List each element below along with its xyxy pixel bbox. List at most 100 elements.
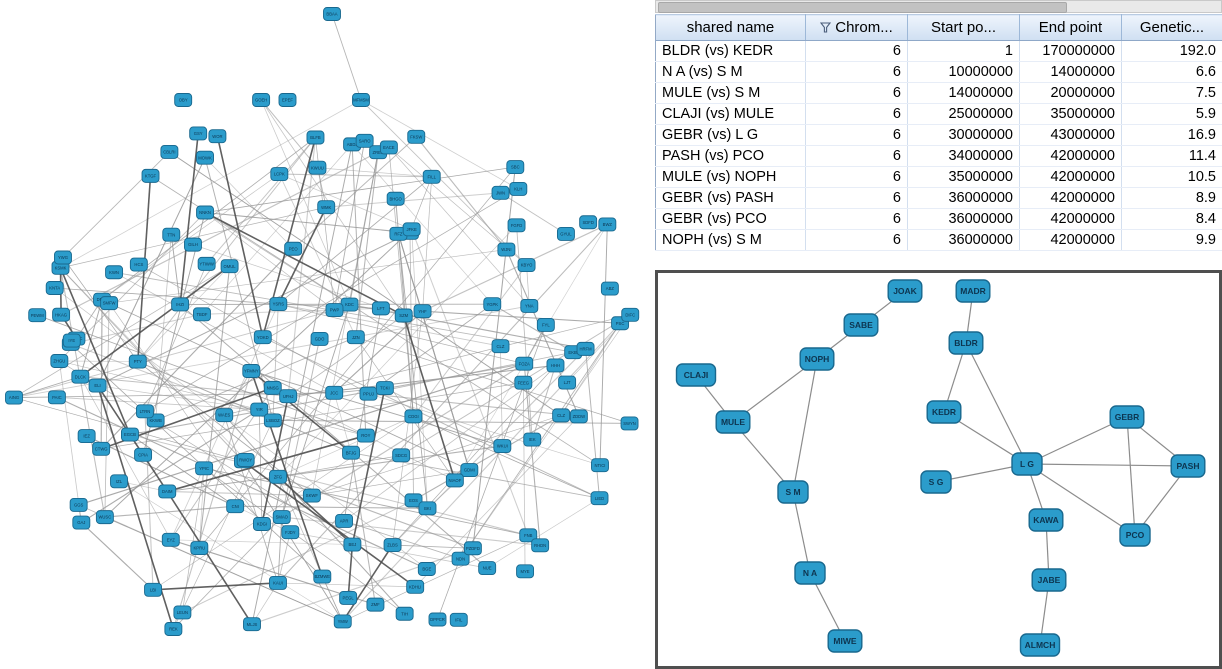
network-edge[interactable] <box>355 336 630 424</box>
network-edge[interactable] <box>272 419 630 424</box>
network-edge[interactable] <box>262 336 600 499</box>
network-node[interactable]: YGPK <box>483 297 502 312</box>
network-node[interactable]: JZN <box>346 330 365 345</box>
cell-value[interactable]: 42000000 <box>1019 208 1122 230</box>
network-edge[interactable] <box>599 224 608 466</box>
cell-value[interactable]: 6.6 <box>1121 61 1222 83</box>
network-edge[interactable] <box>242 461 344 622</box>
node-shape[interactable] <box>88 378 107 393</box>
network-node[interactable]: YTIWW <box>197 256 216 271</box>
network-edge[interactable] <box>113 271 335 394</box>
node-shape[interactable] <box>317 200 336 215</box>
network-edge[interactable] <box>192 244 404 316</box>
network-edge[interactable] <box>223 414 279 584</box>
node-shape[interactable] <box>926 400 962 424</box>
network-node[interactable]: ELI <box>88 378 107 393</box>
node-shape[interactable] <box>220 259 239 274</box>
node-shape[interactable] <box>343 537 362 552</box>
network-node[interactable]: KNTA <box>45 281 64 295</box>
node-shape[interactable] <box>449 612 468 627</box>
cell-value[interactable]: 14000000 <box>907 82 1020 104</box>
network-edge-bold[interactable] <box>261 396 289 525</box>
node-shape[interactable] <box>105 265 124 280</box>
network-edge[interactable] <box>350 452 376 605</box>
node-shape[interactable] <box>45 281 64 295</box>
network-edge[interactable] <box>60 206 327 269</box>
network-node[interactable]: IYE <box>62 333 81 348</box>
network-edge[interactable] <box>129 434 529 536</box>
node-shape[interactable] <box>263 380 282 395</box>
node-shape[interactable] <box>100 296 119 311</box>
table-row[interactable]: PASH (vs) PCO 6 34000000 42000000 11.4 <box>655 145 1222 167</box>
network-node[interactable]: APR <box>335 514 354 528</box>
cell-value[interactable]: 6 <box>805 166 908 188</box>
cell-value[interactable]: 36000000 <box>907 187 1020 209</box>
network-edge[interactable] <box>415 136 507 250</box>
network-node[interactable]: DAIM <box>158 484 177 499</box>
network-edge[interactable] <box>388 147 530 307</box>
network-edge[interactable] <box>114 271 574 353</box>
network-edge[interactable] <box>70 313 203 345</box>
network-edge[interactable] <box>223 370 252 416</box>
network-edge[interactable] <box>79 299 103 377</box>
network-edge[interactable] <box>360 99 527 266</box>
node-shape[interactable] <box>827 629 863 653</box>
network-node[interactable]: BHGO <box>386 191 405 206</box>
network-edge[interactable] <box>54 287 279 305</box>
network-node[interactable]: PTY <box>128 354 147 369</box>
node-shape[interactable] <box>28 308 47 323</box>
network-node[interactable]: HHH <box>546 358 565 373</box>
network-edge[interactable] <box>86 435 236 507</box>
node-shape[interactable] <box>50 354 69 368</box>
table-row[interactable]: BLDR (vs) KEDR 6 1 170000000 192.0 <box>655 40 1222 62</box>
network-node[interactable]: LFT <box>371 301 390 316</box>
network-node[interactable]: SBC <box>506 160 525 175</box>
network-edge[interactable] <box>152 416 414 591</box>
cell-value[interactable]: 192.0 <box>1121 40 1222 62</box>
network-node[interactable]: NUE <box>478 561 497 575</box>
node-shape[interactable] <box>346 330 365 345</box>
column-header-4[interactable]: Genetic... <box>1121 14 1222 41</box>
network-node-bldr[interactable]: BLDR <box>948 331 984 355</box>
network-node[interactable]: YWG <box>54 250 72 265</box>
cell-value[interactable]: 8.4 <box>1121 208 1222 230</box>
node-shape[interactable] <box>556 227 575 241</box>
node-shape[interactable] <box>120 427 139 442</box>
network-edge-bold[interactable] <box>277 206 327 305</box>
node-shape[interactable] <box>523 432 542 447</box>
network-edge[interactable] <box>129 434 236 507</box>
node-shape[interactable] <box>171 297 190 312</box>
network-node[interactable]: EGCB <box>120 427 139 442</box>
cell-shared-name[interactable]: GEBR (vs) PASH <box>655 187 806 209</box>
cell-value[interactable]: 14000000 <box>1019 61 1122 83</box>
network-edge[interactable] <box>150 175 601 466</box>
network-node-almch[interactable]: ALMCH <box>1019 633 1061 657</box>
node-shape[interactable] <box>366 597 385 612</box>
network-edge[interactable] <box>411 229 529 536</box>
network-node[interactable]: FILL <box>422 169 441 184</box>
main-network-canvas[interactable]: BBAA GDMI HCS YIR BEJ SDCG SDFD WOR GOEH YTIWW EOS… <box>0 0 652 669</box>
network-edge[interactable] <box>70 343 274 421</box>
network-edge[interactable] <box>144 188 519 412</box>
node-shape[interactable] <box>1011 452 1043 476</box>
network-node[interactable]: SARO <box>355 133 374 148</box>
node-shape[interactable] <box>197 256 216 271</box>
network-edge[interactable] <box>97 385 260 410</box>
column-header-2[interactable]: Start po... <box>907 14 1020 41</box>
network-node[interactable]: PPUJ <box>359 386 378 401</box>
cell-value[interactable]: 35000000 <box>1019 103 1122 125</box>
network-node[interactable]: DIFC <box>621 307 640 322</box>
network-edge[interactable] <box>169 151 562 416</box>
network-edge[interactable] <box>343 308 382 522</box>
node-shape[interactable] <box>355 133 374 148</box>
network-node[interactable]: PEO <box>284 241 303 256</box>
network-node[interactable]: HKAG <box>52 307 71 322</box>
node-shape[interactable] <box>302 488 321 503</box>
node-shape[interactable] <box>184 237 202 252</box>
network-edge[interactable] <box>531 365 556 440</box>
network-edge[interactable] <box>204 157 294 249</box>
cell-value[interactable]: 170000000 <box>1019 40 1122 62</box>
network-edge[interactable] <box>251 547 474 625</box>
network-node[interactable]: WMK <box>317 200 336 215</box>
node-shape[interactable] <box>270 167 289 182</box>
